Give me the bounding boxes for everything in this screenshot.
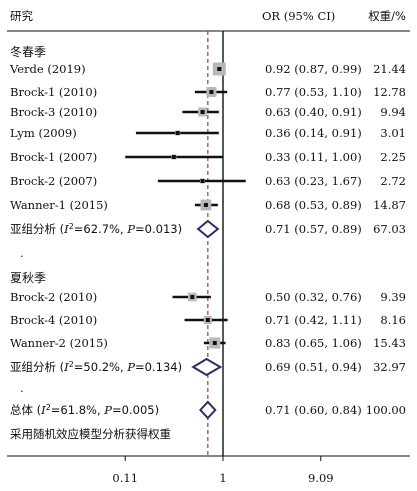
p-symbol: P [126,360,135,374]
group-label: 夏秋季 [10,271,46,285]
header-study: 研究 [10,9,33,23]
i-squared-superscript: 2 [46,403,51,412]
subgroup-winter-or-ci: 0.71 (0.57, 0.89) [265,222,362,236]
study-label: Lym (2009) [10,126,77,140]
study-label: Brock-1 (2007) [10,150,97,164]
study-or-ci: 0.83 (0.65, 1.06) [265,336,362,350]
subgroup-summer-diamond [191,357,223,377]
summary-label-prefix: 亚组分析 ( [10,222,64,236]
subgroup-winter-diamond [196,219,220,239]
header-weight: 权重/% [368,9,406,23]
study-weight: 15.43 [373,336,406,350]
study-or-ci: 0.50 (0.32, 0.76) [265,290,362,304]
p-symbol: P [103,403,112,417]
overall-or-ci: 0.71 (0.60, 0.84) [265,403,362,417]
point-estimate-marker [200,110,205,114]
group-label: 冬春季 [10,44,46,59]
overall-diamond [199,400,217,420]
point-estimate-marker [190,295,195,299]
subgroup-winter-label: 亚组分析 (I2=62.7%, P=0.013) [10,222,182,237]
overall-weight: 100.00 [366,403,406,417]
study-label: Brock-1 (2010) [10,85,97,99]
study-weight: 8.16 [380,313,406,327]
study-weight: 14.87 [373,198,406,212]
point-estimate-marker [212,341,217,345]
study-label: Brock-4 (2010) [10,313,97,327]
x-axis-tick-label: 9.09 [308,471,334,485]
study-label: Brock-3 (2010) [10,105,97,119]
overall-label: 总体 (I2=61.8%, P=0.005) [10,403,159,418]
study-weight: 3.01 [380,126,406,140]
study-label: Wanner-2 (2015) [10,336,108,350]
heterogeneity-stat: =61.8%, [51,403,104,417]
study-or-ci: 0.33 (0.11, 1.00) [265,150,362,164]
i-squared-superscript: 2 [69,360,74,369]
summary-label-prefix: 亚组分析 ( [10,360,64,374]
study-or-ci: 0.77 (0.53, 1.10) [265,85,362,99]
subgroup-summer-weight: 32.97 [373,360,406,374]
point-estimate-marker [175,131,180,135]
study-weight: 9.94 [380,105,406,119]
subgroup-summer-or-ci: 0.69 (0.51, 0.94) [265,360,362,374]
separator-dot: . [20,246,24,260]
x-axis-tick-label: 0.11 [112,471,138,485]
subgroup-winter-weight: 67.03 [373,222,406,236]
study-or-ci: 0.71 (0.42, 1.11) [265,313,362,327]
point-estimate-marker [209,90,214,94]
study-label: Wanner-1 (2015) [10,198,108,212]
study-or-ci: 0.63 (0.40, 0.91) [265,105,362,119]
study-weight: 9.39 [380,290,406,304]
header-effect: OR (95% CI) [262,9,335,23]
point-estimate-marker [171,155,176,159]
x-axis-tick-label: 1 [219,471,226,485]
p-value: =0.134) [135,360,182,374]
study-label: Brock-2 (2007) [10,174,97,188]
footnote: 采用随机效应模型分析获得权重 [10,427,171,441]
study-label: Verde (2019) [9,62,86,76]
point-estimate-marker [217,67,222,71]
heterogeneity-stat: =50.2%, [74,360,127,374]
study-weight: 12.78 [373,85,406,99]
study-label: Brock-2 (2010) [10,290,97,304]
separator-dot: . [20,381,24,395]
study-or-ci: 0.68 (0.53, 0.89) [265,198,362,212]
study-or-ci: 0.36 (0.14, 0.91) [265,126,362,140]
i-squared-symbol: I [40,403,46,417]
study-weight: 2.25 [380,150,406,164]
i-squared-symbol: I [63,360,69,374]
p-symbol: P [126,222,135,236]
heterogeneity-stat: =62.7%, [74,222,127,236]
i-squared-superscript: 2 [69,222,74,231]
summary-label-prefix: 总体 ( [10,403,41,417]
p-value: =0.005) [112,403,159,417]
i-squared-symbol: I [63,222,69,236]
study-or-ci: 0.92 (0.87, 0.99) [265,62,362,76]
study-weight: 21.44 [373,62,406,76]
p-value: =0.013) [135,222,182,236]
subgroup-summer-label: 亚组分析 (I2=50.2%, P=0.134) [10,360,182,375]
point-estimate-marker [203,203,208,207]
point-estimate-marker [200,179,205,183]
point-estimate-marker [205,318,210,322]
study-weight: 2.72 [380,174,406,188]
study-or-ci: 0.63 (0.23, 1.67) [265,174,362,188]
